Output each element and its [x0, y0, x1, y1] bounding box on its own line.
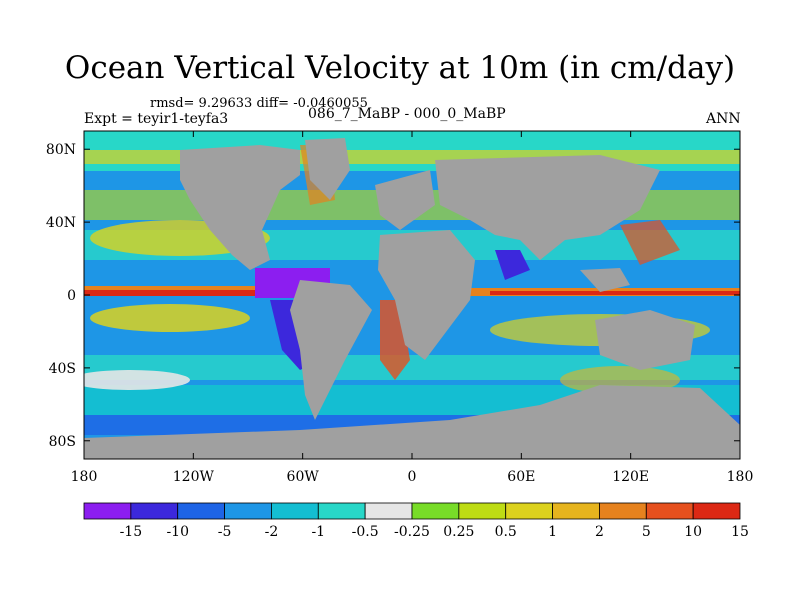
stats-text: rmsd= 9.29633 diff= -0.0460055: [150, 96, 368, 111]
lat-tick-label: 40S: [49, 361, 76, 377]
south-pacific-positive: [90, 304, 250, 332]
colorbar-label: 10: [684, 524, 702, 540]
lon-tick-label: 180: [71, 469, 98, 485]
colorbar-label: 15: [731, 524, 749, 540]
colorbar-swatch: [692, 502, 741, 520]
equatorial-pacific-core: [84, 290, 324, 296]
colorbar-label: -2: [265, 524, 279, 540]
colorbar-label: 1: [548, 524, 557, 540]
colorbar-swatch: [177, 502, 225, 520]
lon-tick-label: 60W: [287, 469, 320, 485]
colorbar-label: 2: [595, 524, 604, 540]
colorbar-label: -1: [311, 524, 325, 540]
lon-tick-label: 0: [408, 469, 417, 485]
colorbar-label: 0.5: [495, 524, 517, 540]
colorbar-label: 5: [642, 524, 651, 540]
south-america: [290, 280, 372, 420]
colorbar-swatch: [505, 502, 553, 520]
colorbar-swatch: [83, 502, 132, 520]
colorbar-swatch: [599, 502, 647, 520]
lon-tick-label: 120E: [612, 469, 649, 485]
colorbar-swatch: [458, 502, 507, 520]
europe: [375, 170, 435, 230]
experiment-label: Expt = teyir1-teyfa3: [84, 111, 229, 127]
colorbar-label: -10: [166, 524, 189, 540]
equatorial-indian-core: [490, 291, 740, 295]
colorbar: -15 -10 -5 -2 -1 -0.5 -0.25 0.25 0.5 1 2 5 10 15: [83, 502, 749, 540]
colorbar-swatch: [364, 502, 413, 520]
arabian-sea-negative: [495, 250, 530, 280]
map-title: Ocean Vertical Velocity at 10m (in cm/da…: [64, 50, 736, 86]
lat-tick-label: 40N: [46, 215, 76, 231]
australia: [595, 310, 695, 370]
colorbar-label: -15: [120, 524, 143, 540]
lon-tick-label: 180: [727, 469, 754, 485]
colorbar-label: 0.25: [443, 524, 474, 540]
colorbar-swatch: [271, 502, 319, 520]
north-america: [180, 145, 300, 270]
colorbar-swatch: [645, 502, 694, 520]
colorbar-label: -0.5: [352, 524, 379, 540]
lat-tick-label: 0: [67, 288, 76, 304]
map-axes: 80N 40N 0 40S 80S 180 120W 60W 0 60E 120E 180: [46, 131, 753, 485]
lat-tick-label: 80N: [46, 142, 76, 158]
colorbar-swatch: [317, 502, 366, 520]
indonesia: [580, 268, 630, 292]
asia: [435, 155, 660, 260]
lat-tick-label: 80S: [49, 434, 76, 450]
colorbar-label: -5: [218, 524, 232, 540]
map-field: [84, 131, 740, 459]
antarctica: [84, 385, 740, 459]
colorbar-swatch: [552, 502, 600, 520]
colorbar-swatch: [130, 502, 179, 520]
greenland: [305, 138, 350, 200]
west-pacific-positive: [620, 220, 680, 265]
africa: [378, 230, 475, 360]
colorbar-label: -0.25: [394, 524, 430, 540]
colorbar-swatch: [224, 502, 272, 520]
colorbar-swatch: [411, 502, 460, 520]
difference-case-label: 086_7_MaBP - 000_0_MaBP: [308, 106, 506, 122]
lon-tick-label: 120W: [173, 469, 215, 485]
lon-tick-label: 60E: [507, 469, 535, 485]
season-label: ANN: [706, 111, 741, 127]
south-pacific-neutral: [84, 370, 190, 390]
land-masses: [84, 138, 740, 459]
